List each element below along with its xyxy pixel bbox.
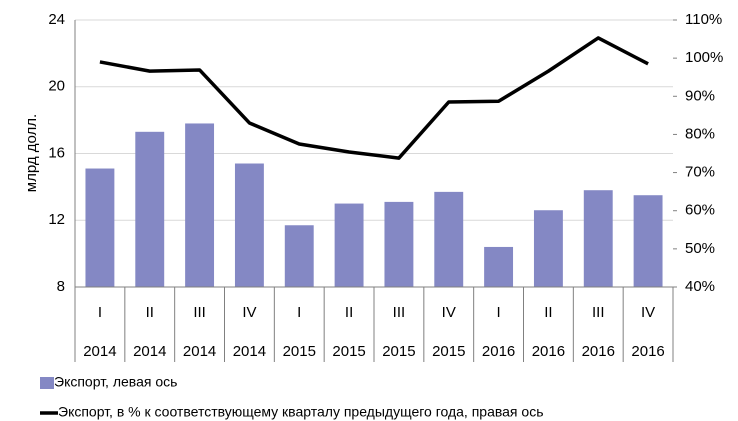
x-tick-label: II [544, 304, 552, 321]
x-tick-label: I [496, 304, 500, 321]
x-tick-label: IV [242, 304, 256, 321]
x-group-label: 2016 [482, 343, 515, 360]
y2-tick-label: 70% [685, 164, 715, 181]
x-group-label: 2015 [432, 343, 465, 360]
line [99, 36, 649, 160]
x-tick-label: I [98, 304, 102, 321]
y2-tick-label: 90% [685, 87, 715, 104]
x-group-label: 2015 [382, 343, 415, 360]
y2-tick-label: 80% [685, 125, 715, 142]
bar [284, 225, 314, 287]
y-axis-label: млрд долл. [23, 114, 40, 192]
bar [185, 123, 215, 288]
bar [633, 195, 663, 287]
x-tick-label: I [297, 304, 301, 321]
bar [434, 191, 464, 287]
x-group-label: 2016 [631, 343, 664, 360]
y-tick-label: 16 [48, 144, 65, 161]
legend-label: Экспорт, в % к соответствующему кварталу… [58, 404, 543, 420]
x-group-label: 2014 [133, 343, 166, 360]
x-tick-label: II [345, 304, 353, 321]
x-tick-label: III [393, 304, 406, 321]
bar [533, 210, 563, 287]
bar [234, 163, 264, 287]
x-group-label: 2014 [183, 343, 216, 360]
bar [334, 203, 364, 287]
bar [135, 131, 165, 287]
y-tick-label: 24 [48, 11, 65, 28]
y2-tick-label: 50% [685, 240, 715, 257]
x-tick-label: III [592, 304, 605, 321]
y2-tick-label: 60% [685, 202, 715, 219]
y-tick-label: 8 [57, 278, 65, 295]
legend-label: Экспорт, левая ось [54, 374, 177, 390]
y-tick-label: 12 [48, 211, 65, 228]
bar [85, 168, 115, 287]
x-group-label: 2015 [283, 343, 316, 360]
x-group-label: 2016 [582, 343, 615, 360]
bar [484, 246, 514, 287]
x-tick-label: III [193, 304, 206, 321]
x-tick-label: IV [641, 304, 655, 321]
bar [583, 190, 613, 287]
bar [384, 201, 414, 287]
x-tick-label: II [146, 304, 154, 321]
legend-swatch [40, 377, 54, 389]
x-group-label: 2015 [332, 343, 365, 360]
y2-tick-label: 110% [685, 11, 722, 28]
x-tick-label: IV [442, 304, 456, 321]
x-group-label: 2016 [532, 343, 565, 360]
x-group-label: 2014 [233, 343, 266, 360]
y-tick-label: 20 [48, 78, 65, 95]
y2-tick-label: 40% [685, 278, 715, 295]
y2-tick-label: 100% [685, 49, 723, 66]
x-group-label: 2014 [83, 343, 116, 360]
